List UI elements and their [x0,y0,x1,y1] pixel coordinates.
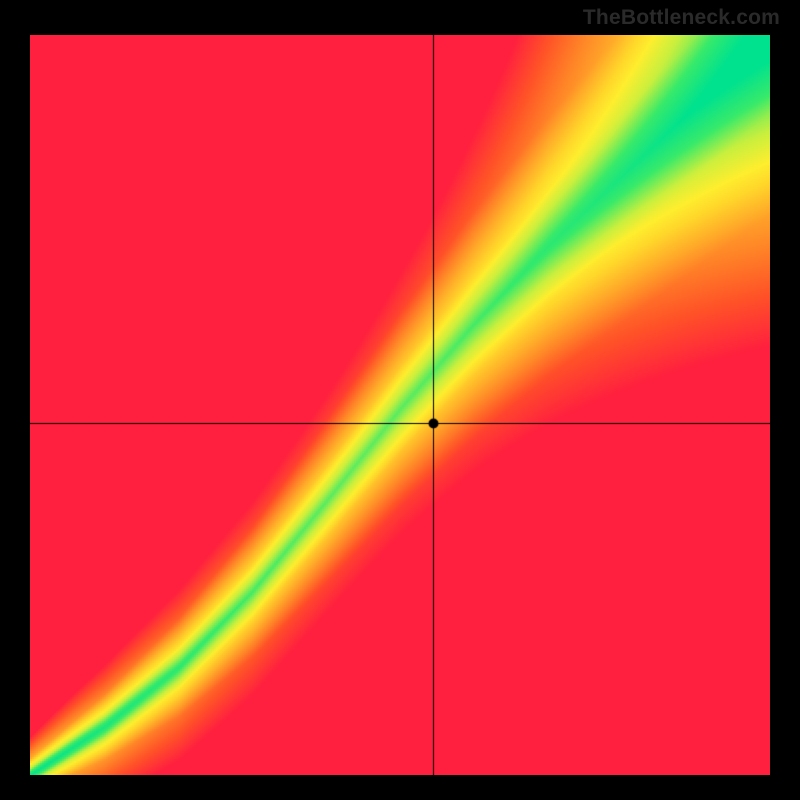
heatmap-canvas [30,35,770,775]
watermark-text: TheBottleneck.com [583,6,780,30]
bottleneck-heatmap [30,35,770,775]
